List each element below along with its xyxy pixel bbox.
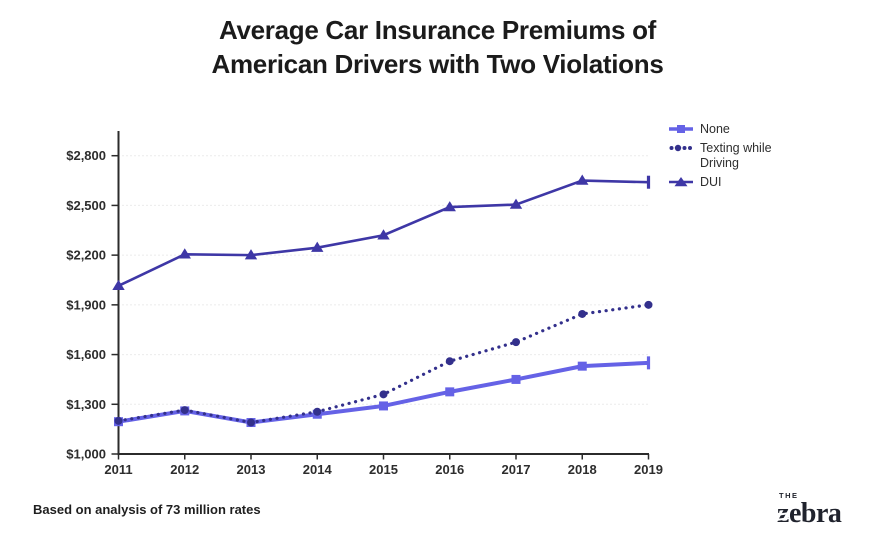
- legend-dot: [674, 144, 682, 152]
- chart-title-line1: Average Car Insurance Premiums of: [218, 15, 657, 45]
- series-marker-dui: [311, 241, 324, 252]
- y-tick-label: $1,600: [66, 347, 106, 362]
- legend-marker-none-icon: [669, 125, 693, 133]
- logo-word-the: THE: [779, 491, 799, 500]
- y-tick-label: $2,500: [66, 198, 106, 213]
- legend-label: Texting while Driving: [700, 141, 772, 170]
- series-marker-texting-while-driving: [180, 406, 189, 415]
- series-marker-none: [577, 361, 587, 371]
- y-tick-label: $1,000: [66, 447, 106, 462]
- legend-entry-dui: DUI: [669, 175, 784, 190]
- series-marker-none: [646, 356, 651, 370]
- series-marker-texting-while-driving: [578, 309, 587, 318]
- x-tick-label: 2014: [303, 462, 333, 477]
- chart-legend: None Texting while Driving DUI: [669, 122, 784, 190]
- series-marker-texting-while-driving: [247, 418, 255, 427]
- series-marker-dui: [646, 175, 651, 189]
- x-tick-label: 2015: [369, 462, 398, 477]
- series-marker-texting-while-driving: [379, 390, 388, 399]
- series-marker-dui: [377, 229, 390, 240]
- series-marker-none: [511, 374, 521, 384]
- legend-dot: [669, 146, 674, 150]
- series-marker-texting-while-driving: [114, 416, 123, 425]
- x-tick-label: 2017: [502, 462, 531, 477]
- series-marker-texting-while-driving: [445, 357, 454, 366]
- series-marker-none: [445, 387, 455, 397]
- legend-dot: [682, 146, 687, 150]
- series-marker-dui: [112, 279, 125, 290]
- series-marker-dui: [178, 248, 191, 259]
- legend-marker-dui-icon: [669, 177, 693, 187]
- y-tick-label: $2,800: [66, 148, 106, 163]
- legend-entry-texting-while-driving: Texting while Driving: [669, 141, 784, 171]
- chart-title: Average Car Insurance Premiums of Americ…: [0, 13, 875, 81]
- thezebra-logo: THE zebra: [777, 491, 842, 529]
- legend-marker-texting-while-driving-icon: [669, 144, 692, 152]
- legend-entry-none: None: [669, 122, 784, 137]
- logo-z-glyph: z: [777, 498, 789, 529]
- legend-label: None: [700, 122, 730, 136]
- series-marker-dui: [443, 201, 456, 212]
- y-tick-label: $1,900: [66, 297, 106, 312]
- legend-label: DUI: [700, 175, 722, 189]
- series-marker-texting-while-driving: [644, 300, 653, 309]
- series-line-texting-while-driving: [116, 303, 651, 425]
- legend-square: [677, 125, 685, 133]
- series-marker-dui: [244, 249, 258, 260]
- logo-zebra-rest: ebra: [788, 498, 842, 529]
- logo-word-zebra: zebra: [777, 498, 842, 529]
- series-marker-dui: [509, 198, 523, 209]
- y-tick-label: $1,300: [66, 397, 106, 412]
- x-tick-label: 2019: [634, 462, 663, 477]
- legend-triangle: [674, 177, 688, 187]
- x-tick-label: 2016: [435, 462, 464, 477]
- x-tick-label: 2012: [170, 462, 199, 477]
- footnote: Based on analysis of 73 million rates: [33, 502, 261, 517]
- legend-dot: [688, 146, 692, 150]
- x-tick-label: 2018: [568, 462, 597, 477]
- x-tick-label: 2011: [104, 462, 132, 477]
- y-tick-label: $2,200: [66, 248, 106, 263]
- series-marker-texting-while-driving: [313, 407, 322, 416]
- x-tick-label: 2013: [237, 462, 266, 477]
- series-marker-none: [379, 401, 388, 411]
- series-marker-texting-while-driving: [512, 338, 520, 347]
- chart-title-line2: American Drivers with Two Violations: [211, 49, 664, 79]
- series-marker-dui: [576, 174, 589, 185]
